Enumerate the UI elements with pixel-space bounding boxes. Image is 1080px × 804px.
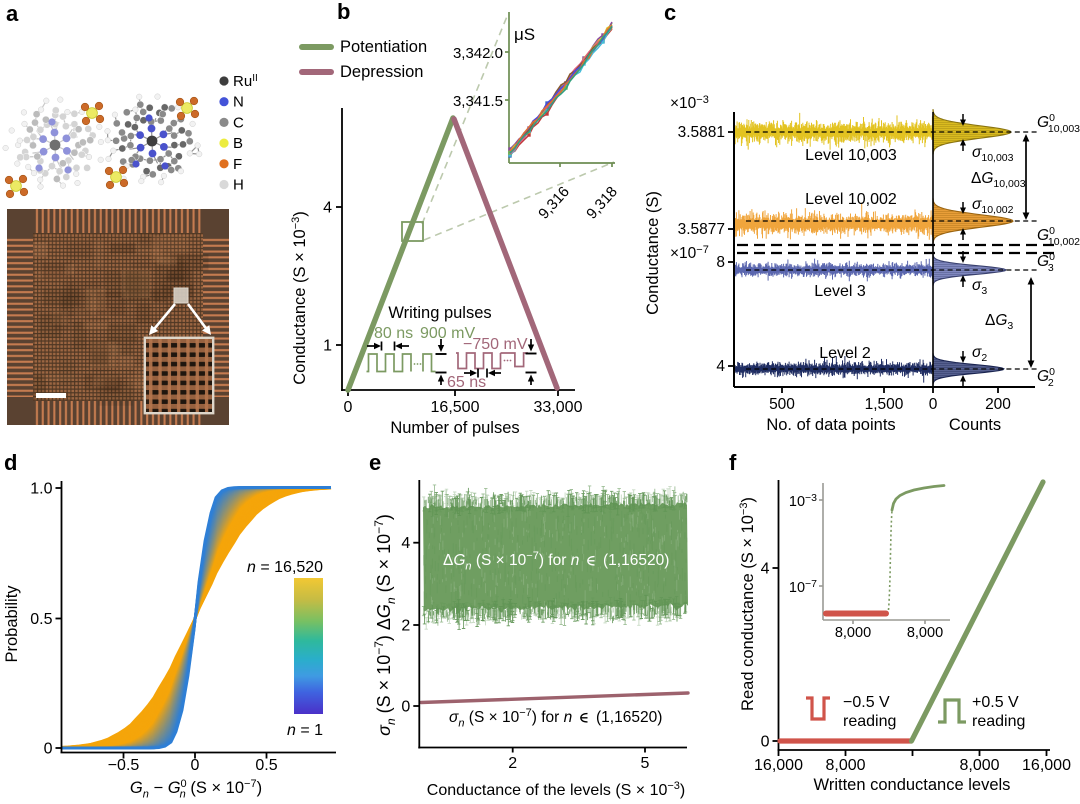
svg-text:Conductance (S): Conductance (S) <box>644 191 662 315</box>
svg-text:65 ns: 65 ns <box>447 374 486 391</box>
svg-text:σ10,002: σ10,002 <box>972 196 1014 216</box>
svg-text:Written conductance levels: Written conductance levels <box>814 776 1011 794</box>
svg-text:500: 500 <box>769 396 795 413</box>
svg-text:B: B <box>233 135 243 152</box>
svg-text:3,341.5: 3,341.5 <box>453 93 503 110</box>
svg-text:5: 5 <box>641 755 650 772</box>
svg-text:8,000: 8,000 <box>835 625 871 641</box>
svg-text:reading: reading <box>843 713 896 730</box>
svg-text:Conductance (S × 10−3): Conductance (S × 10−3) <box>290 211 309 385</box>
svg-text:16,500: 16,500 <box>431 399 480 416</box>
svg-text:(1,16520): (1,16520) <box>596 709 662 726</box>
svg-text:16,000: 16,000 <box>754 757 803 774</box>
svg-text:Level 10,002: Level 10,002 <box>805 191 897 208</box>
svg-text:8: 8 <box>716 254 725 271</box>
svg-text:+0.5 V: +0.5 V <box>972 694 1019 711</box>
svg-text:4: 4 <box>323 200 332 217</box>
svg-text:Gn − G0n (S × 10−7): Gn − G0 n (S × 10−7) <box>130 778 262 801</box>
svg-text:C: C <box>233 114 244 131</box>
svg-text:−0.5: −0.5 <box>108 757 140 774</box>
svg-text:reading: reading <box>972 713 1025 730</box>
svg-text:3.5877: 3.5877 <box>678 221 725 238</box>
svg-text:G03: G0 3 <box>1037 251 1055 274</box>
svg-text:c: c <box>664 0 676 25</box>
svg-text:Writing pulses: Writing pulses <box>388 304 491 322</box>
svg-text:4: 4 <box>401 535 410 552</box>
svg-text:200: 200 <box>985 396 1011 413</box>
svg-text:4: 4 <box>716 358 725 375</box>
svg-text:80 ns: 80 ns <box>374 325 413 342</box>
svg-text:Depression: Depression <box>340 63 423 81</box>
svg-text:n = 1: n = 1 <box>287 722 323 739</box>
svg-text:σn (S × 10−7) ΔGn (S × 10−7): σn (S × 10−7) ΔGn (S × 10−7) <box>372 514 398 736</box>
svg-text:n = 16,520: n = 16,520 <box>247 559 323 576</box>
svg-text:Conductance of the levels (S ×: Conductance of the levels (S × 10−3) <box>427 780 685 799</box>
svg-text:σ2: σ2 <box>972 344 987 364</box>
svg-text:F: F <box>233 156 242 173</box>
svg-text:3.5881: 3.5881 <box>678 124 725 141</box>
svg-text:b: b <box>337 0 350 24</box>
svg-text:8,000: 8,000 <box>825 757 865 774</box>
svg-text:Counts: Counts <box>949 416 1001 434</box>
svg-text:Potentiation: Potentiation <box>340 38 427 56</box>
svg-text:1.0: 1.0 <box>30 481 52 498</box>
svg-text:Level 10,003: Level 10,003 <box>805 147 897 164</box>
svg-text:Read conductance (S × 10−3): Read conductance (S × 10−3) <box>738 497 757 711</box>
svg-text:−750 mV: −750 mV <box>463 336 528 353</box>
svg-text:No. of data points: No. of data points <box>766 416 895 434</box>
svg-text:N: N <box>233 94 244 111</box>
svg-text:Level 2: Level 2 <box>819 345 871 362</box>
svg-text:0.5: 0.5 <box>255 757 277 774</box>
svg-text:ΔGn (S × 10−7) for n: ΔGn (S × 10−7) for n <box>443 550 579 573</box>
svg-text:2: 2 <box>508 755 517 772</box>
svg-text:8,000: 8,000 <box>959 757 999 774</box>
svg-text:G02: G0 2 <box>1037 366 1055 389</box>
svg-text:1: 1 <box>323 338 332 355</box>
svg-text:0: 0 <box>761 734 770 751</box>
svg-text:σ3: σ3 <box>972 277 987 297</box>
svg-text:e: e <box>369 450 381 475</box>
svg-text:Level 3: Level 3 <box>814 283 866 300</box>
svg-text:(1,16520): (1,16520) <box>603 552 669 569</box>
svg-text:H: H <box>233 177 244 194</box>
svg-text:RuII: RuII <box>233 73 258 90</box>
svg-text:4: 4 <box>761 561 770 578</box>
svg-text:16,000: 16,000 <box>1022 757 1071 774</box>
svg-text:0.5: 0.5 <box>30 611 52 628</box>
svg-text:0: 0 <box>191 757 200 774</box>
svg-text:f: f <box>729 450 737 475</box>
svg-text:0: 0 <box>929 396 938 413</box>
svg-text:1,500: 1,500 <box>865 396 904 413</box>
svg-text:Number of pulses: Number of pulses <box>390 419 519 437</box>
svg-text:σn (S × 10−7) for n: σn (S × 10−7) for n <box>449 707 572 730</box>
svg-text:σ10,003: σ10,003 <box>972 144 1014 164</box>
svg-text:33,000: 33,000 <box>534 399 583 416</box>
svg-text:a: a <box>6 1 19 26</box>
svg-text:3,342.0: 3,342.0 <box>453 45 503 62</box>
svg-text:2: 2 <box>401 618 410 635</box>
svg-text:−0.5 V: −0.5 V <box>843 694 890 711</box>
svg-text:ΔG3: ΔG3 <box>985 312 1013 332</box>
svg-text:Probability: Probability <box>3 585 21 663</box>
svg-text:0: 0 <box>344 399 353 416</box>
svg-text:0: 0 <box>401 699 410 716</box>
svg-text:0: 0 <box>44 741 53 758</box>
svg-text:μS: μS <box>514 25 535 44</box>
svg-text:8,000: 8,000 <box>907 625 943 641</box>
svg-text:d: d <box>4 450 17 475</box>
svg-text:900 mV: 900 mV <box>420 325 475 342</box>
